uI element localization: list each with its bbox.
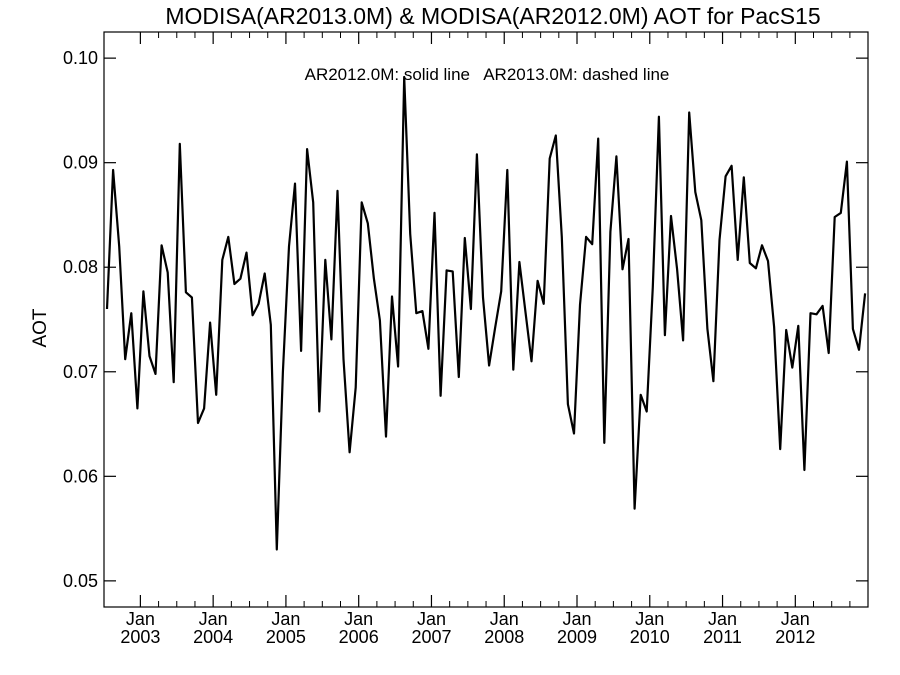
x-tick-year-label: 2010 bbox=[630, 627, 670, 647]
x-axis-ticks: Jan2003Jan2004Jan2005Jan2006Jan2007Jan20… bbox=[120, 32, 851, 647]
x-tick-year-label: 2006 bbox=[339, 627, 379, 647]
y-tick-label: 0.10 bbox=[63, 48, 98, 68]
series-layer bbox=[105, 75, 867, 551]
y-tick-label: 0.08 bbox=[63, 257, 98, 277]
y-tick-label: 0.07 bbox=[63, 362, 98, 382]
y-tick-label: 0.09 bbox=[63, 153, 98, 173]
x-tick-year-label: 2012 bbox=[775, 627, 815, 647]
y-axis-label: AOT bbox=[30, 308, 51, 347]
x-tick-year-label: 2009 bbox=[557, 627, 597, 647]
x-tick-month-label: Jan bbox=[271, 609, 300, 629]
x-tick-month-label: Jan bbox=[344, 609, 373, 629]
x-tick-month-label: Jan bbox=[417, 609, 446, 629]
y-tick-label: 0.06 bbox=[63, 466, 98, 486]
x-tick-month-label: Jan bbox=[562, 609, 591, 629]
x-tick-month-label: Jan bbox=[708, 609, 737, 629]
x-tick-year-label: 2008 bbox=[484, 627, 524, 647]
x-tick-year-label: 2011 bbox=[703, 627, 742, 647]
x-tick-month-label: Jan bbox=[199, 609, 228, 629]
series-line-solid bbox=[105, 75, 867, 551]
x-tick-month-label: Jan bbox=[781, 609, 810, 629]
chart-title: MODISA(AR2013.0M) & MODISA(AR2012.0M) AO… bbox=[165, 3, 820, 29]
x-tick-month-label: Jan bbox=[126, 609, 155, 629]
x-tick-month-label: Jan bbox=[490, 609, 519, 629]
x-tick-year-label: 2003 bbox=[120, 627, 160, 647]
x-tick-year-label: 2007 bbox=[411, 627, 451, 647]
line-style-annotation: AR2012.0M: solid line AR2013.0M: dashed … bbox=[305, 65, 670, 84]
y-axis-ticks: 0.05 0.06 0.07 0.08 0.09 0.10 bbox=[63, 48, 868, 591]
x-tick-month-label: Jan bbox=[635, 609, 664, 629]
y-tick-label: 0.05 bbox=[63, 571, 98, 591]
x-tick-year-label: 2005 bbox=[266, 627, 306, 647]
x-tick-year-label: 2004 bbox=[193, 627, 233, 647]
